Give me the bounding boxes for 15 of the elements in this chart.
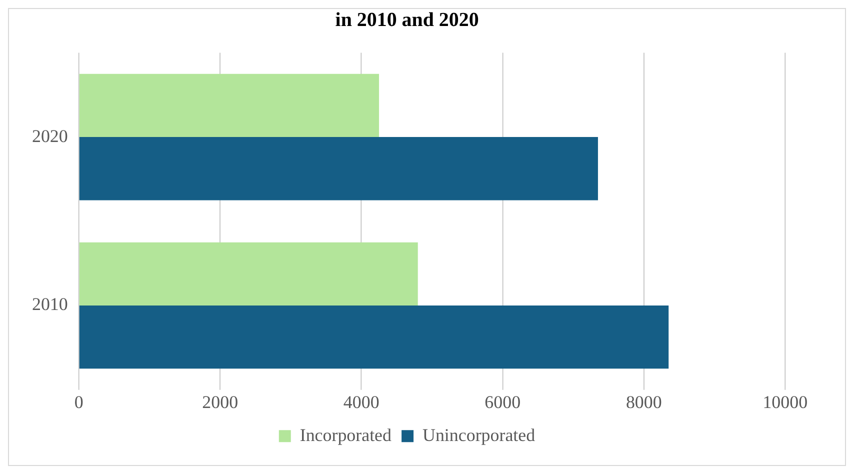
x-tick-label: 4000 [343,392,380,412]
bar [79,242,418,306]
bar [79,306,669,369]
y-tick-label: 2010 [32,294,68,314]
bar [79,74,380,138]
legend-label: Incorporated [300,424,392,445]
x-tick-label: 6000 [484,392,521,412]
y-tick-label: 2020 [32,126,68,146]
bar [79,137,598,200]
x-tick-label: 10000 [762,392,808,412]
chart-title: in 2010 and 2020 [335,9,479,32]
legend-label: Unincorporated [422,424,536,445]
x-tick-label: 2000 [202,392,238,412]
x-tick-label: 8000 [626,392,662,412]
x-tick-label: 0 [74,392,84,412]
